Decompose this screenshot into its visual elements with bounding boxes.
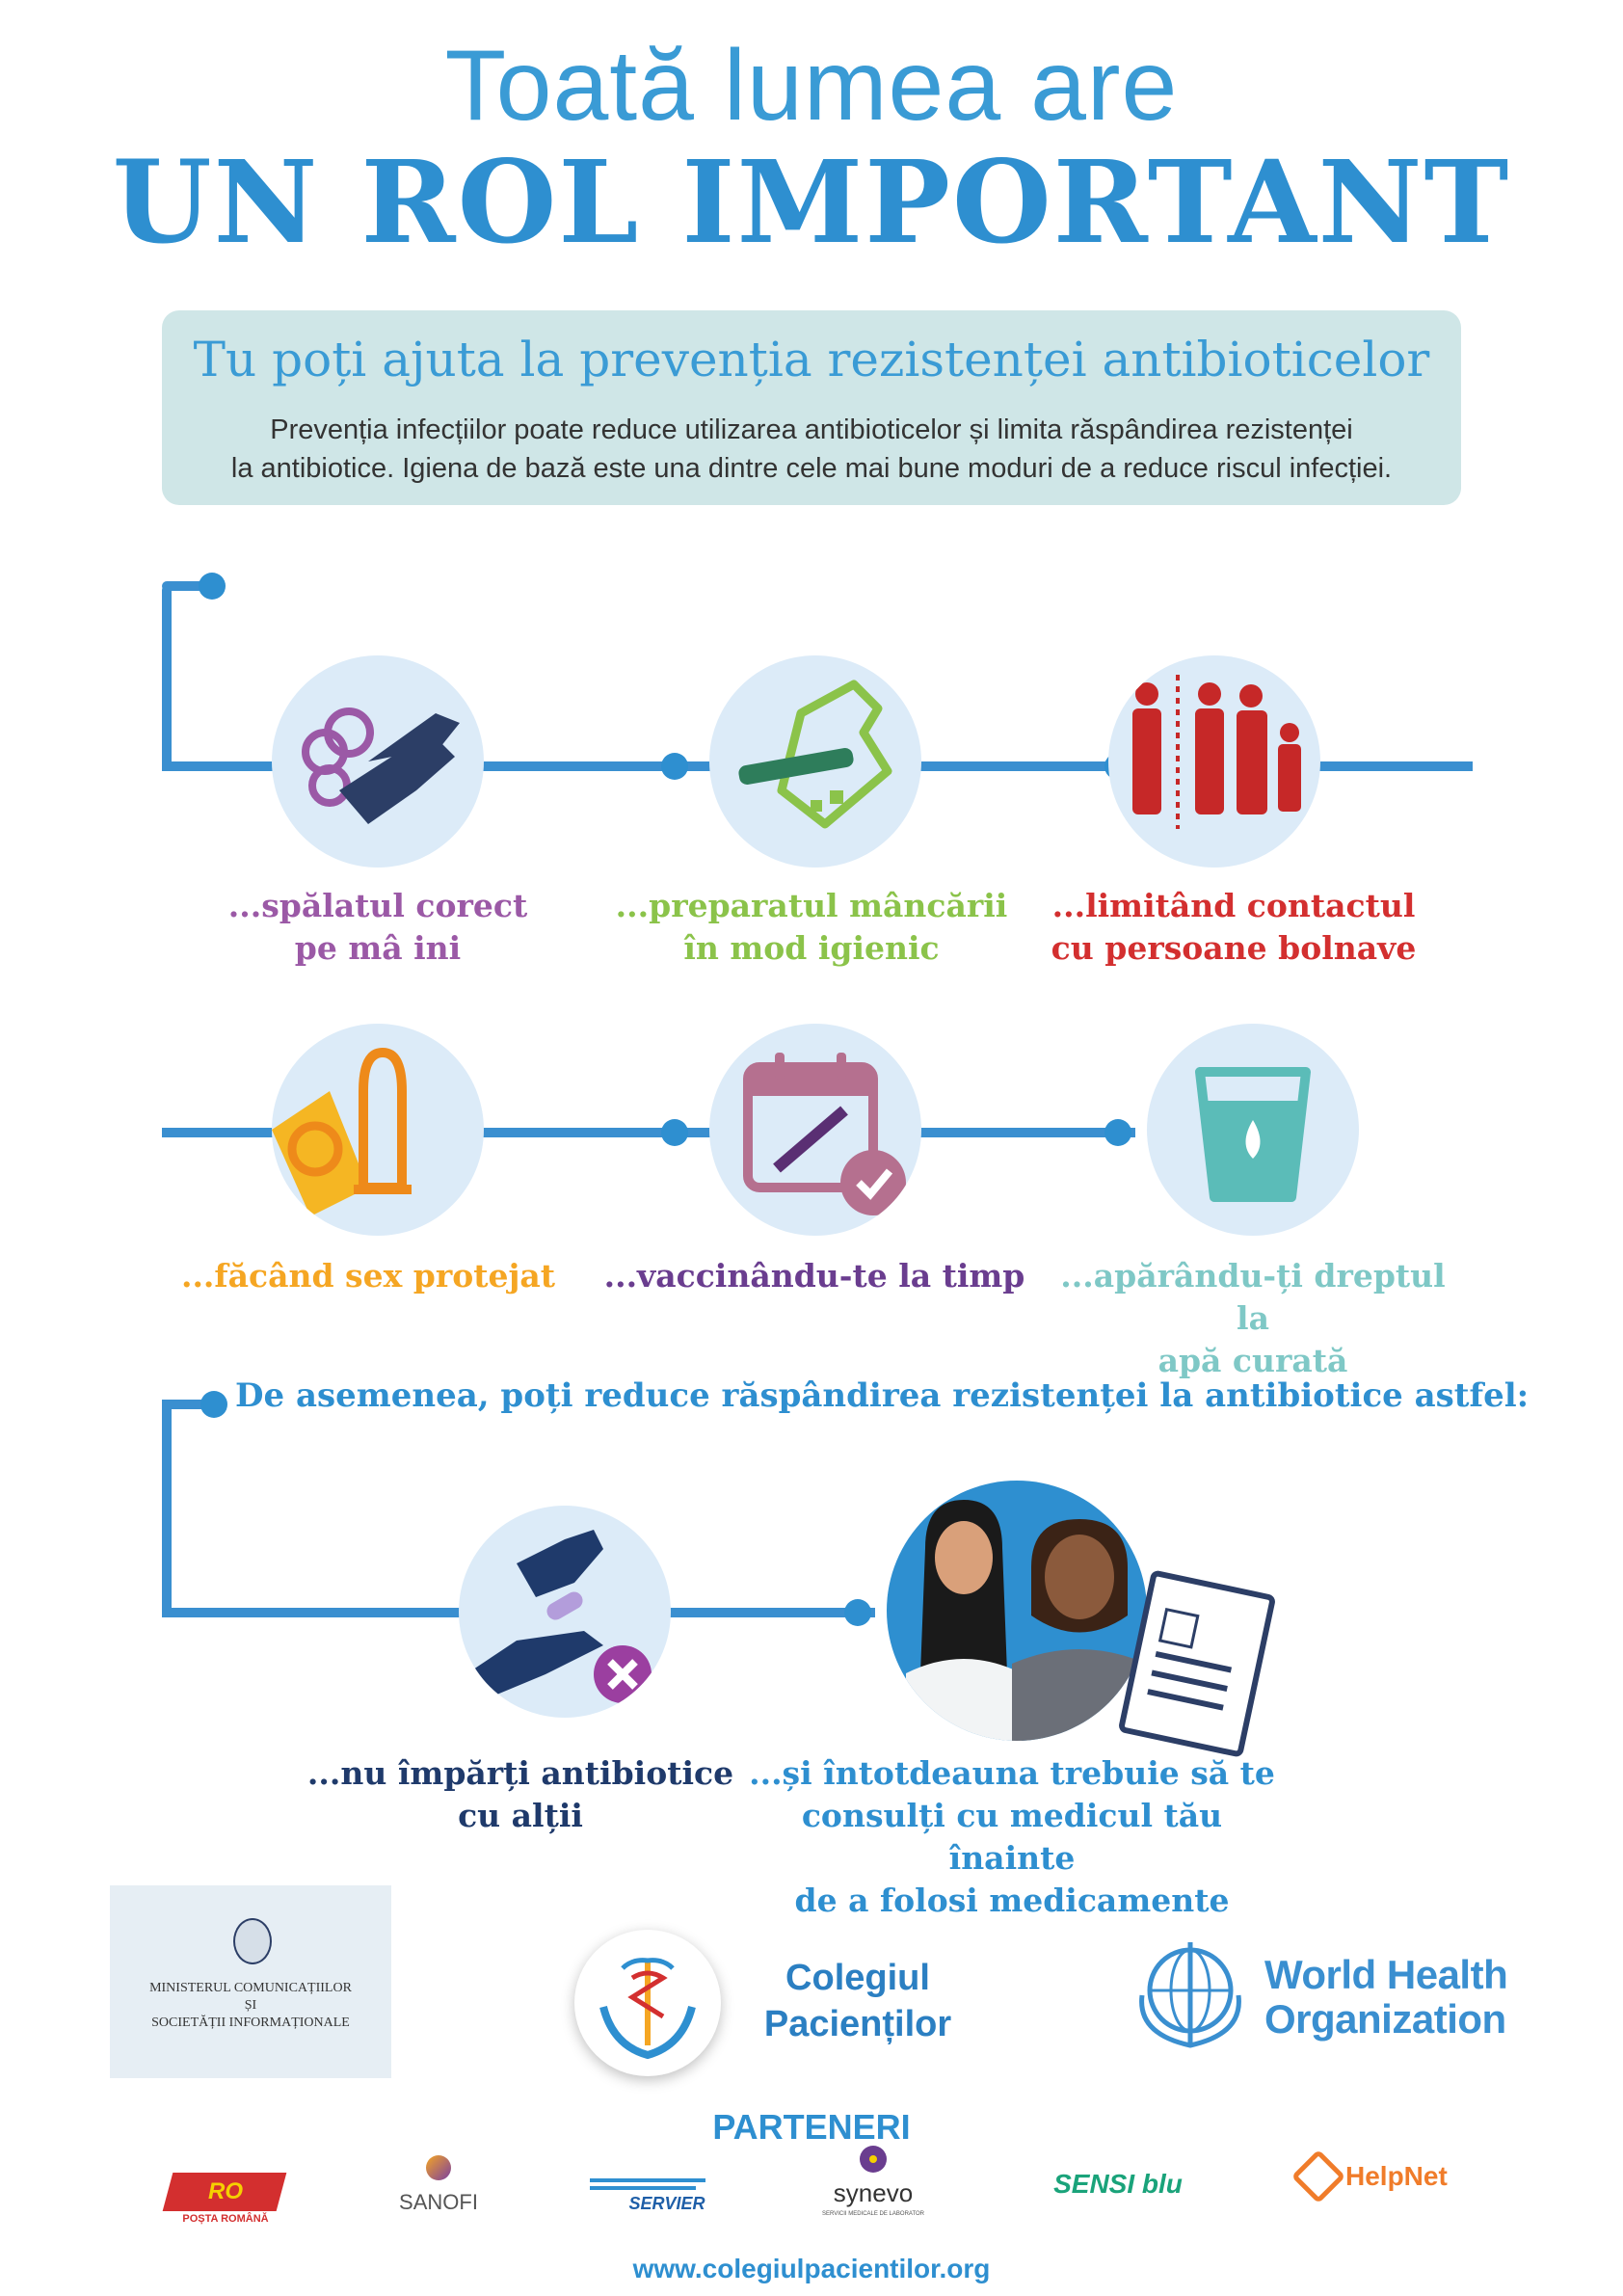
intro-description-line-1: Prevenția infecțiilor poate reduce utili… (270, 414, 1353, 445)
title-line-2: UN ROL IMPORTANT (112, 135, 1511, 269)
intro-subtitle: Tu poți ajuta la prevenția rezistenței a… (193, 332, 1430, 387)
posta-romana-logo[interactable]: RO POȘTA ROMÂNĂ (158, 2169, 293, 2227)
condom-icon (272, 1024, 484, 1236)
intro-box: Tu poți ajuta la prevenția rezistenței a… (162, 310, 1461, 505)
step-caption: ...spălatul corect pe mâ ini (175, 885, 580, 970)
sensiblu-logo[interactable]: SENSI blu (1041, 2159, 1195, 2217)
connector-dot (661, 753, 688, 780)
posta-romana-label: POȘTA ROMÂNĂ (182, 2213, 269, 2225)
sanofi-label: SANOFI (399, 2190, 478, 2214)
colegiu-name: Colegiul Pacienților (732, 1955, 983, 2047)
section2-caption: ...nu împărți antibiotice cu alții (289, 1752, 752, 1837)
who-name-line-1: World Health (1264, 1952, 1508, 1997)
section2-caption-line-3: de a folosi medicamente (794, 1882, 1230, 1919)
ministry-name-line-2: ȘI (244, 1998, 257, 2013)
connector-line (162, 585, 172, 770)
step-caption-line-2: în mod igienic (683, 929, 940, 967)
step-caption: ...preparatul mâncării în mod igienic (590, 885, 1033, 970)
connector-line (162, 1400, 220, 1409)
connector-dot (661, 1119, 688, 1146)
connector-dot (1104, 1119, 1131, 1146)
synevo-sublabel: SERVICII MEDICALE DE LABORATOR (821, 2211, 925, 2217)
ministry-name-line-1: MINISTERUL COMUNICAȚIILOR (149, 1981, 352, 1995)
step-caption-line-1: ...spălatul corect (227, 887, 528, 924)
coat-of-arms-icon (233, 1918, 272, 1964)
calendar-syringe-icon (709, 1024, 921, 1236)
step-caption-line-1: ...limitând contactul (1051, 887, 1416, 924)
website-link[interactable]: www.colegiulpacientilor.org (632, 2254, 991, 2283)
step-caption: ...limitând contactul cu persoane bolnav… (1022, 885, 1446, 970)
hand-washing-icon (272, 655, 484, 868)
section2-caption-line-1: ...nu împărți antibiotice (306, 1754, 734, 1792)
partners-heading: PARTENERI (712, 2107, 911, 2147)
medicine-sharing-icon (459, 1506, 671, 1718)
section2-caption-line-2: cu alții (458, 1797, 583, 1834)
section2-caption: ...și întotdeauna trebuie să te consulți… (742, 1752, 1282, 1922)
title-line-1: Toată lumea are (444, 30, 1179, 142)
step-caption-line-2: cu persoane bolnave (1051, 929, 1417, 967)
servier-label: SERVIER (628, 2194, 705, 2213)
step-caption-line-1: ...făcând sex protejat (180, 1257, 556, 1295)
doctors-icon (887, 1481, 1147, 1741)
step-caption-line-1: ...vaccinându-te la timp (603, 1257, 1025, 1295)
colegiu-logo-icon (574, 1930, 721, 2076)
who-name-line-2: Organization (1264, 1996, 1506, 2042)
ministry-logo: MINISTERUL COMUNICAȚIILOR ȘI SOCIETĂȚII … (110, 1885, 391, 2078)
ministry-name-line-3: SOCIETĂȚII INFORMAȚIONALE (151, 2016, 350, 2030)
step-caption: ...apărându-ți dreptul la apă curată (1041, 1255, 1465, 1382)
step-caption-line-1: ...apărându-ți dreptul la (1060, 1257, 1446, 1337)
intro-description: Prevenția infecțiilor poate reduce utili… (200, 411, 1423, 488)
step-caption: ...vaccinându-te la timp (598, 1255, 1031, 1297)
sensiblu-label: SENSI blu (1053, 2169, 1183, 2199)
connector-dot (200, 1391, 227, 1418)
colegiu-name-line-1: Colegiul (785, 1958, 930, 1998)
sanofi-logo[interactable]: SANOFI (386, 2155, 492, 2223)
helpnet-label: HelpNet (1345, 2161, 1448, 2191)
section2-heading: De asemenea, poți reduce răspândirea rez… (235, 1376, 1530, 1415)
colegiu-name-line-2: Pacienților (763, 2004, 952, 2044)
connector-dot (844, 1599, 871, 1626)
step-caption-line-2: apă curată (1157, 1342, 1348, 1379)
section2-caption-line-1: ...și întotdeauna trebuie să te (749, 1754, 1275, 1792)
synevo-label: synevo (833, 2178, 914, 2207)
step-caption-line-1: ...preparatul mâncării (615, 887, 1008, 924)
water-glass-icon (1147, 1024, 1359, 1236)
connector-line (162, 1128, 1135, 1137)
who-name: World Health Organization (1264, 1952, 1508, 2042)
connector-line (162, 1403, 172, 1617)
step-caption-line-2: pe mâ ini (294, 929, 462, 967)
servier-logo[interactable]: SERVIER (571, 2173, 725, 2221)
intro-description-line-2: la antibiotice. Igiena de bază este una … (230, 453, 1393, 484)
connector-line (162, 581, 210, 591)
people-icon (1108, 655, 1320, 868)
section2-caption-line-2: consulți cu medicul tău înainte (801, 1797, 1223, 1877)
cutting-board-icon (709, 655, 921, 868)
who-emblem-icon (1128, 1937, 1253, 2053)
synevo-logo[interactable]: synevo SERVICII MEDICALE DE LABORATOR (815, 2146, 931, 2232)
ministry-name: MINISTERUL COMUNICAȚIILOR ȘI SOCIETĂȚII … (110, 1980, 391, 2032)
step-caption: ...făcând sex protejat (175, 1255, 561, 1297)
connector-dot (199, 573, 226, 600)
helpnet-logo[interactable]: HelpNet (1290, 2149, 1465, 2209)
